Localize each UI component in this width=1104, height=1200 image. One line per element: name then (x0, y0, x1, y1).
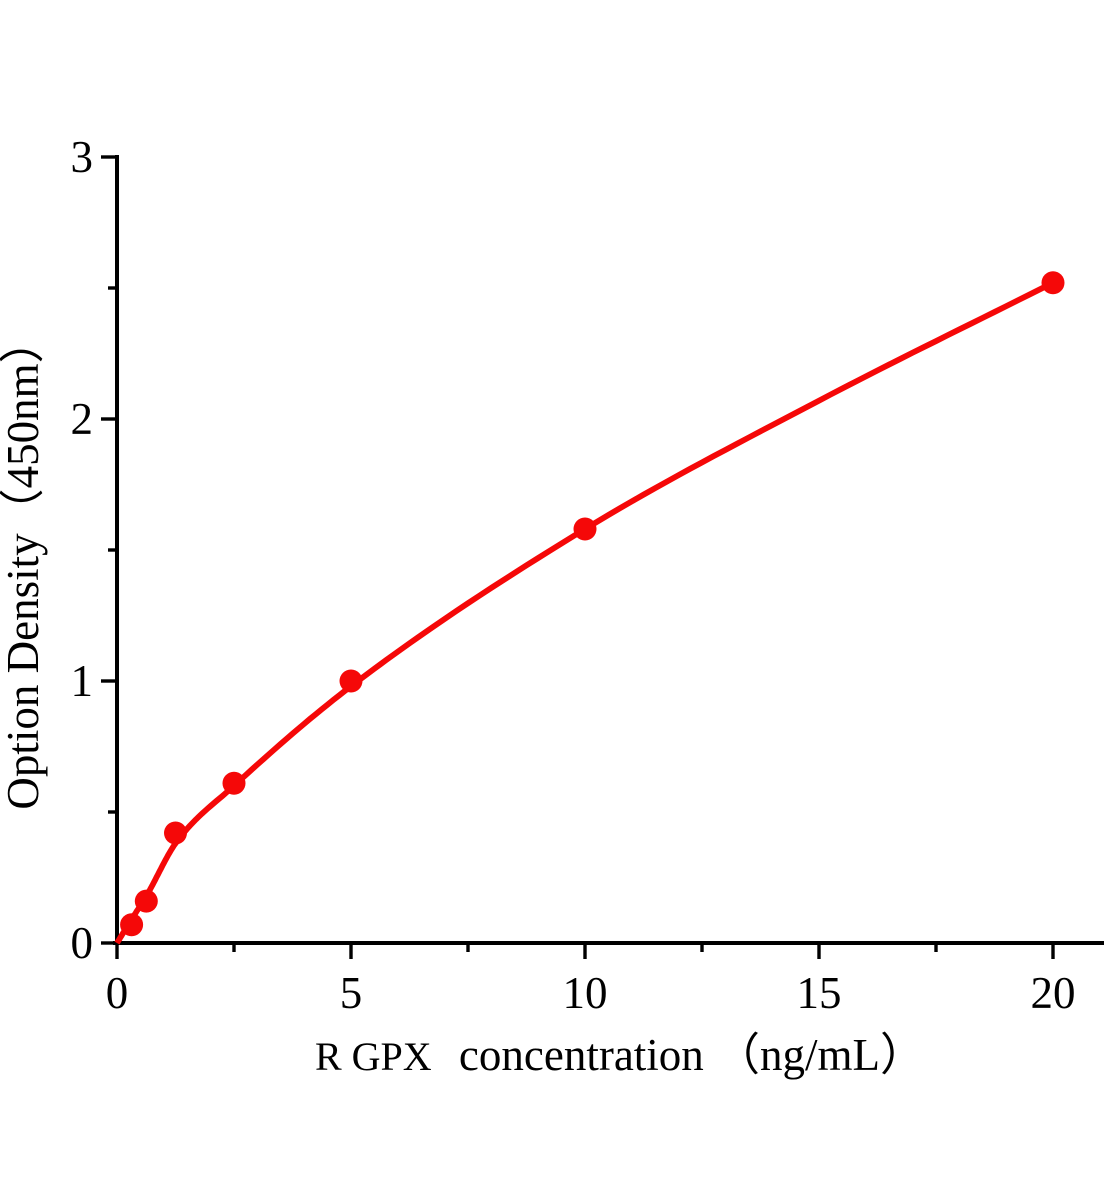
data-point (1041, 271, 1065, 295)
x-tick-label: 20 (1031, 968, 1076, 1018)
y-tick-label: 2 (71, 394, 94, 444)
axes (113, 155, 1104, 945)
data-point (339, 669, 363, 693)
axis-ticks (101, 155, 1055, 959)
data-points (120, 271, 1065, 937)
x-tick-label: 10 (563, 968, 608, 1018)
y-axis-title: Option Density（450nm） (0, 318, 48, 809)
x-axis-title-prefix: R GPX (315, 1034, 432, 1079)
y-tick-label: 3 (71, 132, 94, 182)
data-point (120, 913, 144, 937)
x-tick-label: 0 (106, 968, 129, 1018)
x-axis-title-unit: （ng/mL） (715, 1030, 925, 1080)
y-tick-label: 0 (71, 918, 94, 968)
data-point (573, 517, 597, 541)
data-point (164, 821, 187, 845)
x-tick-label: 5 (340, 968, 363, 1018)
data-point (134, 889, 158, 913)
fit-curve (114, 280, 1055, 945)
axis-tick-labels: 0 5 10 15 20 0 1 2 3 (71, 132, 1076, 1018)
x-axis-title: R GPX concentration （ng/mL） (315, 1030, 925, 1080)
data-point (222, 771, 246, 795)
x-axis-title-main: concentration (459, 1030, 704, 1080)
y-tick-label: 1 (71, 656, 94, 706)
x-tick-label: 15 (797, 968, 842, 1018)
